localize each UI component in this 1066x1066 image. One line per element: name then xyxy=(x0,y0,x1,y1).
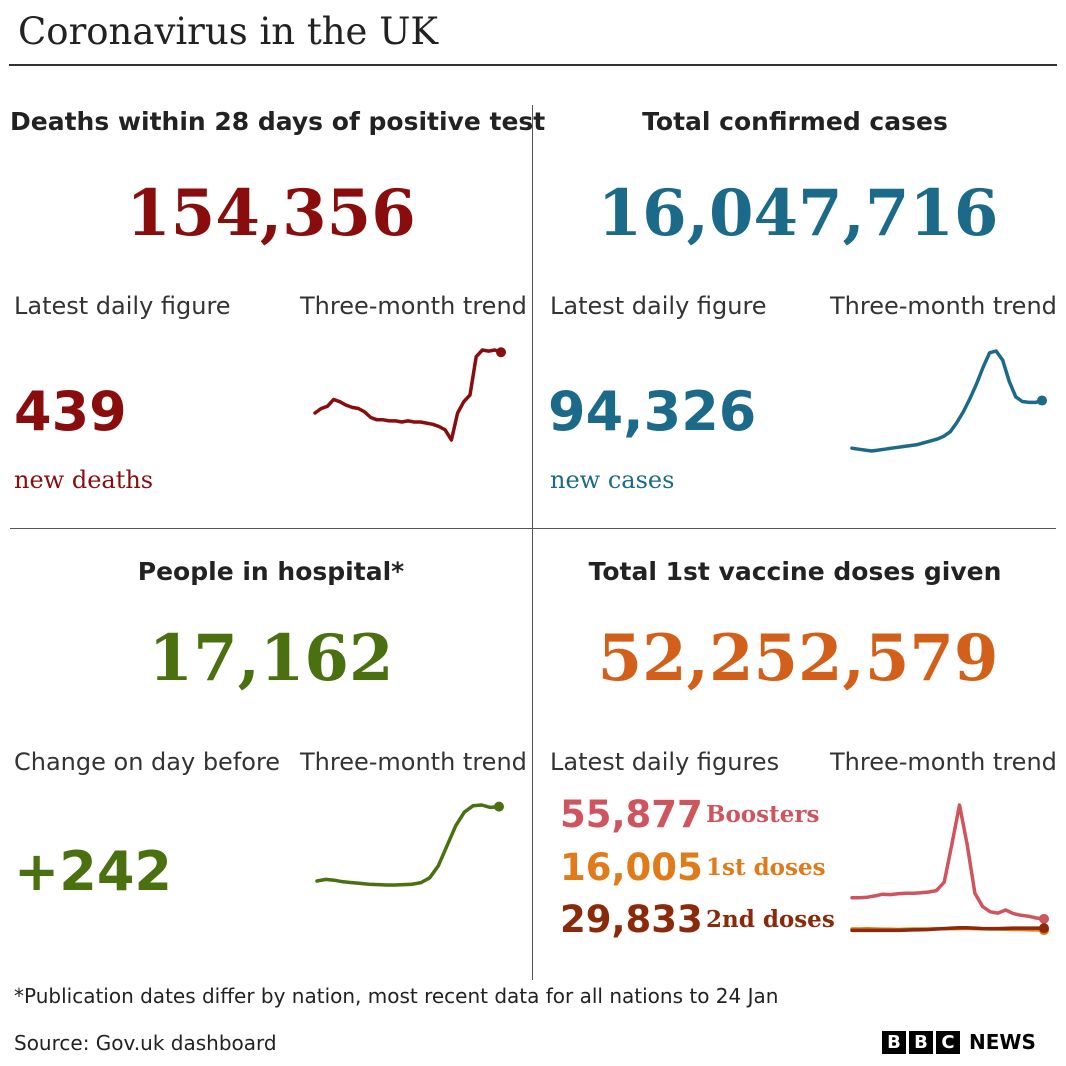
deaths-daily-value: 439 xyxy=(14,380,127,443)
vaccine-total: 52,252,579 xyxy=(597,621,999,696)
second-doses-label: 2nd doses xyxy=(706,906,835,933)
cases-trend-sparkline xyxy=(850,349,1047,453)
second-doses-trend-end-point xyxy=(1039,923,1049,934)
bbc-logo-letter: B xyxy=(882,1030,906,1054)
cases-trend-label: Three-month trend xyxy=(830,292,1057,320)
hospital-heading: People in hospital* xyxy=(137,557,405,586)
footnote: *Publication dates differ by nation, mos… xyxy=(14,984,779,1008)
hospital-change-label: Change on day before xyxy=(14,748,281,776)
deaths-daily-sub: new deaths xyxy=(14,466,154,494)
hospital-trend-label: Three-month trend xyxy=(300,748,527,776)
deaths-trend-sparkline xyxy=(313,347,506,442)
deaths-latest-label: Latest daily figure xyxy=(14,292,231,320)
source-note: Source: Gov.uk dashboard xyxy=(14,1031,277,1055)
first-doses-value: 16,005 xyxy=(560,846,703,889)
cases-heading: Total confirmed cases xyxy=(642,107,948,136)
vertical-divider xyxy=(532,105,533,980)
boosters-trend-end-point xyxy=(1039,913,1049,924)
cases-trend-line xyxy=(850,349,1044,453)
boosters-label: Boosters xyxy=(706,801,820,828)
deaths-trend-end-point xyxy=(496,347,506,358)
hospital-trend-line xyxy=(315,803,501,887)
cases-trend-end-point xyxy=(1037,395,1047,406)
hospital-trend-end-point xyxy=(494,801,504,812)
vaccine-trend-label: Three-month trend xyxy=(830,748,1057,776)
page-title: Coronavirus in the UK xyxy=(18,10,439,53)
deaths-total: 154,356 xyxy=(126,176,416,251)
first-doses-label: 1st doses xyxy=(706,854,826,881)
deaths-trend-label: Three-month trend xyxy=(300,292,527,320)
cases-daily-sub: new cases xyxy=(550,466,675,494)
title-rule xyxy=(9,64,1057,66)
deaths-trend-line xyxy=(313,348,503,442)
second-doses-trend-line xyxy=(850,925,1046,933)
boosters-trend-line xyxy=(850,803,1046,921)
hospital-daily-change: +242 xyxy=(14,840,172,903)
second-doses-value: 29,833 xyxy=(560,898,703,941)
bbc-logo-letter: B xyxy=(909,1030,933,1054)
hospital-trend-sparkline xyxy=(315,801,504,887)
bbc-news-logo: B B C NEWS xyxy=(882,1030,1036,1054)
hospital-total: 17,162 xyxy=(148,621,394,696)
bbc-logo-letter: C xyxy=(936,1030,960,1054)
boosters-value: 55,877 xyxy=(560,793,703,836)
horizontal-divider xyxy=(10,528,1056,529)
vaccine-latest-label: Latest daily figures xyxy=(550,748,780,776)
cases-total: 16,047,716 xyxy=(597,176,999,251)
deaths-heading: Deaths within 28 days of positive test xyxy=(10,107,546,136)
vaccine-heading: Total 1st vaccine doses given xyxy=(588,557,1002,586)
cases-latest-label: Latest daily figure xyxy=(550,292,767,320)
vaccine-trend-sparkline xyxy=(850,803,1049,936)
bbc-news-wordmark: NEWS xyxy=(969,1030,1036,1054)
cases-daily-value: 94,326 xyxy=(548,380,757,443)
